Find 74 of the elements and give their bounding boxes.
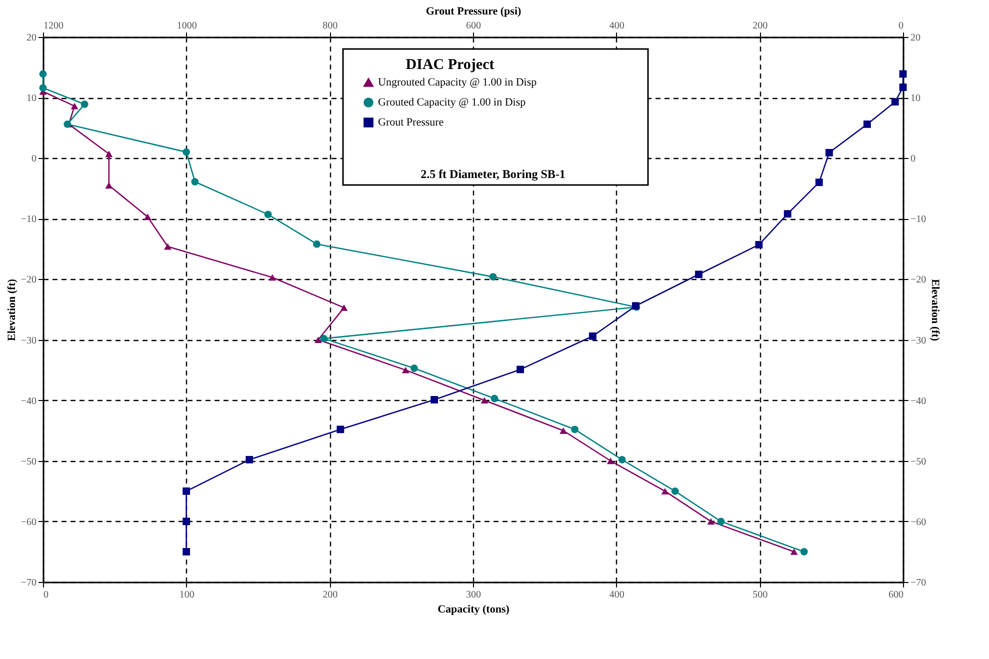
point (717, 518, 725, 526)
y2-tick-label: 0 (910, 154, 916, 165)
y-axis-title: Elevation (ft) (6, 278, 18, 342)
y-tick-label: 20 (26, 32, 36, 44)
y2-tick-label: −60 (910, 516, 926, 528)
point (790, 548, 798, 555)
point (70, 102, 78, 110)
legend-label: Grouted Capacity @ 1.00 in Disp (378, 96, 526, 108)
point (314, 336, 322, 343)
legend-label: Grout Pressure (378, 116, 444, 128)
y-tick-label: 10 (26, 93, 36, 104)
y-tick-label: −20 (20, 274, 36, 286)
x2-axis-title: Grout Pressure (psi) (426, 6, 522, 18)
y-tick-label: −60 (20, 516, 36, 528)
point (340, 304, 348, 311)
y2-tick-label: −20 (910, 274, 926, 286)
x-tick-label: 100 (179, 590, 194, 600)
point (618, 456, 626, 464)
x2-tick-label: 400 (609, 20, 624, 32)
y2-tick-label: 10 (910, 93, 920, 104)
x2-tick-label: 1000 (176, 20, 197, 32)
x-tick-label: 400 (609, 590, 624, 600)
point (489, 273, 497, 280)
point (191, 178, 199, 186)
point (313, 240, 320, 248)
x-tick-label: 200 (322, 590, 338, 600)
y-tick-label: 0 (32, 154, 36, 165)
x-tick-label: 500 (752, 590, 768, 600)
y2-tick-label: −40 (910, 396, 926, 407)
y-tick-label: −70 (20, 578, 36, 588)
point (39, 70, 47, 78)
legend-title: DIAC Project (406, 57, 494, 73)
x2-tick-label: 0 (898, 20, 904, 32)
point (320, 334, 328, 342)
x-tick-label: 0 (44, 590, 48, 600)
y2-axis-title: Elevation (ft) (929, 278, 942, 342)
point (80, 100, 88, 108)
x2-tick-label: 200 (752, 20, 768, 32)
point (105, 182, 113, 189)
point (571, 426, 578, 434)
point (560, 427, 568, 434)
y2-tick-label: −10 (910, 214, 926, 226)
point (39, 84, 47, 92)
y2-tick-label: −70 (910, 578, 926, 588)
y-tick-label: −50 (20, 456, 36, 468)
x-tick-label: 300 (466, 590, 481, 600)
point (410, 364, 418, 372)
point (402, 366, 410, 374)
point (264, 210, 272, 218)
y-tick-label: −30 (20, 335, 36, 346)
x-axis-title: Capacity (tons) (438, 604, 510, 616)
point (671, 487, 679, 495)
y-tick-label: −40 (20, 396, 36, 407)
point (144, 214, 152, 220)
y2-tick-label: −50 (910, 456, 926, 468)
annotation: 2.5 ft Diameter, Boring SB-1 (420, 167, 566, 181)
y2-tick-label: 20 (910, 32, 920, 44)
point (490, 394, 498, 402)
x2-tick-label: 800 (322, 20, 338, 32)
point (480, 397, 488, 404)
point (606, 458, 614, 464)
x2-tick-label: 1200 (44, 20, 64, 32)
point (105, 150, 113, 158)
point (707, 518, 715, 525)
point (182, 148, 190, 156)
x2-tick-label: 600 (466, 20, 481, 32)
x-tick-label: 600 (888, 590, 904, 600)
legend-label: Ungrouted Capacity @ 1.00 in Disp (378, 76, 538, 88)
point (800, 548, 808, 556)
point (661, 488, 669, 494)
y2-tick-label: −30 (910, 335, 926, 346)
y-tick-label: −10 (20, 214, 36, 226)
point (164, 243, 172, 250)
point (268, 274, 276, 281)
